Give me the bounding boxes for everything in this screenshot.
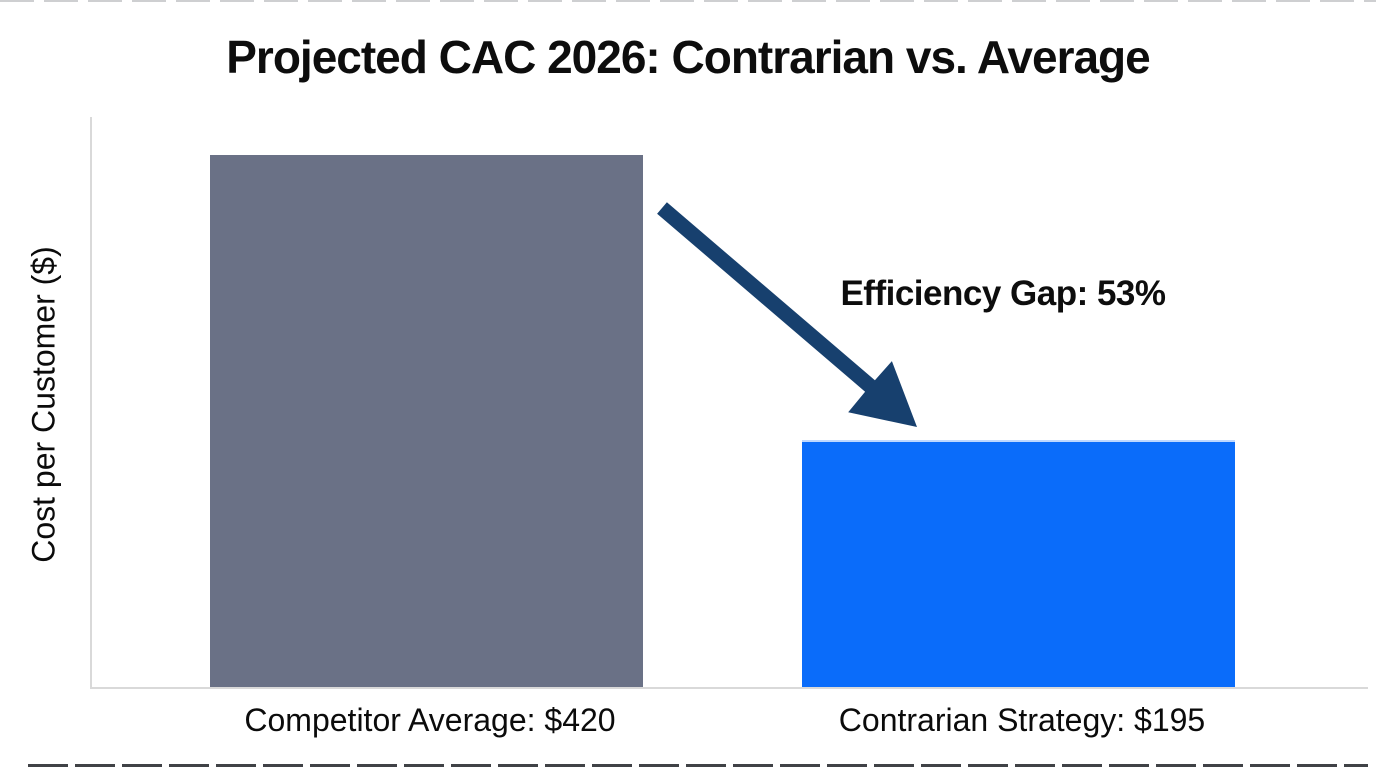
y-axis-line [90,117,92,687]
bottom-edge-divider [28,764,1368,767]
x-tick-label-contrarian: Contrarian Strategy: $195 [838,702,1206,738]
bar-contrarian-strategy [802,440,1235,687]
y-axis-label: Cost per Customer ($) [25,246,62,563]
efficiency-gap-annotation: Efficiency Gap: 53% [840,274,1166,313]
x-axis-line [90,687,1368,689]
top-edge-divider [0,0,1376,2]
plot-area [90,117,1368,689]
chart-title: Projected CAC 2026: Contrarian vs. Avera… [226,31,1151,83]
x-tick-label-competitor: Competitor Average: $420 [244,702,616,738]
bar-competitor-average [210,155,643,687]
